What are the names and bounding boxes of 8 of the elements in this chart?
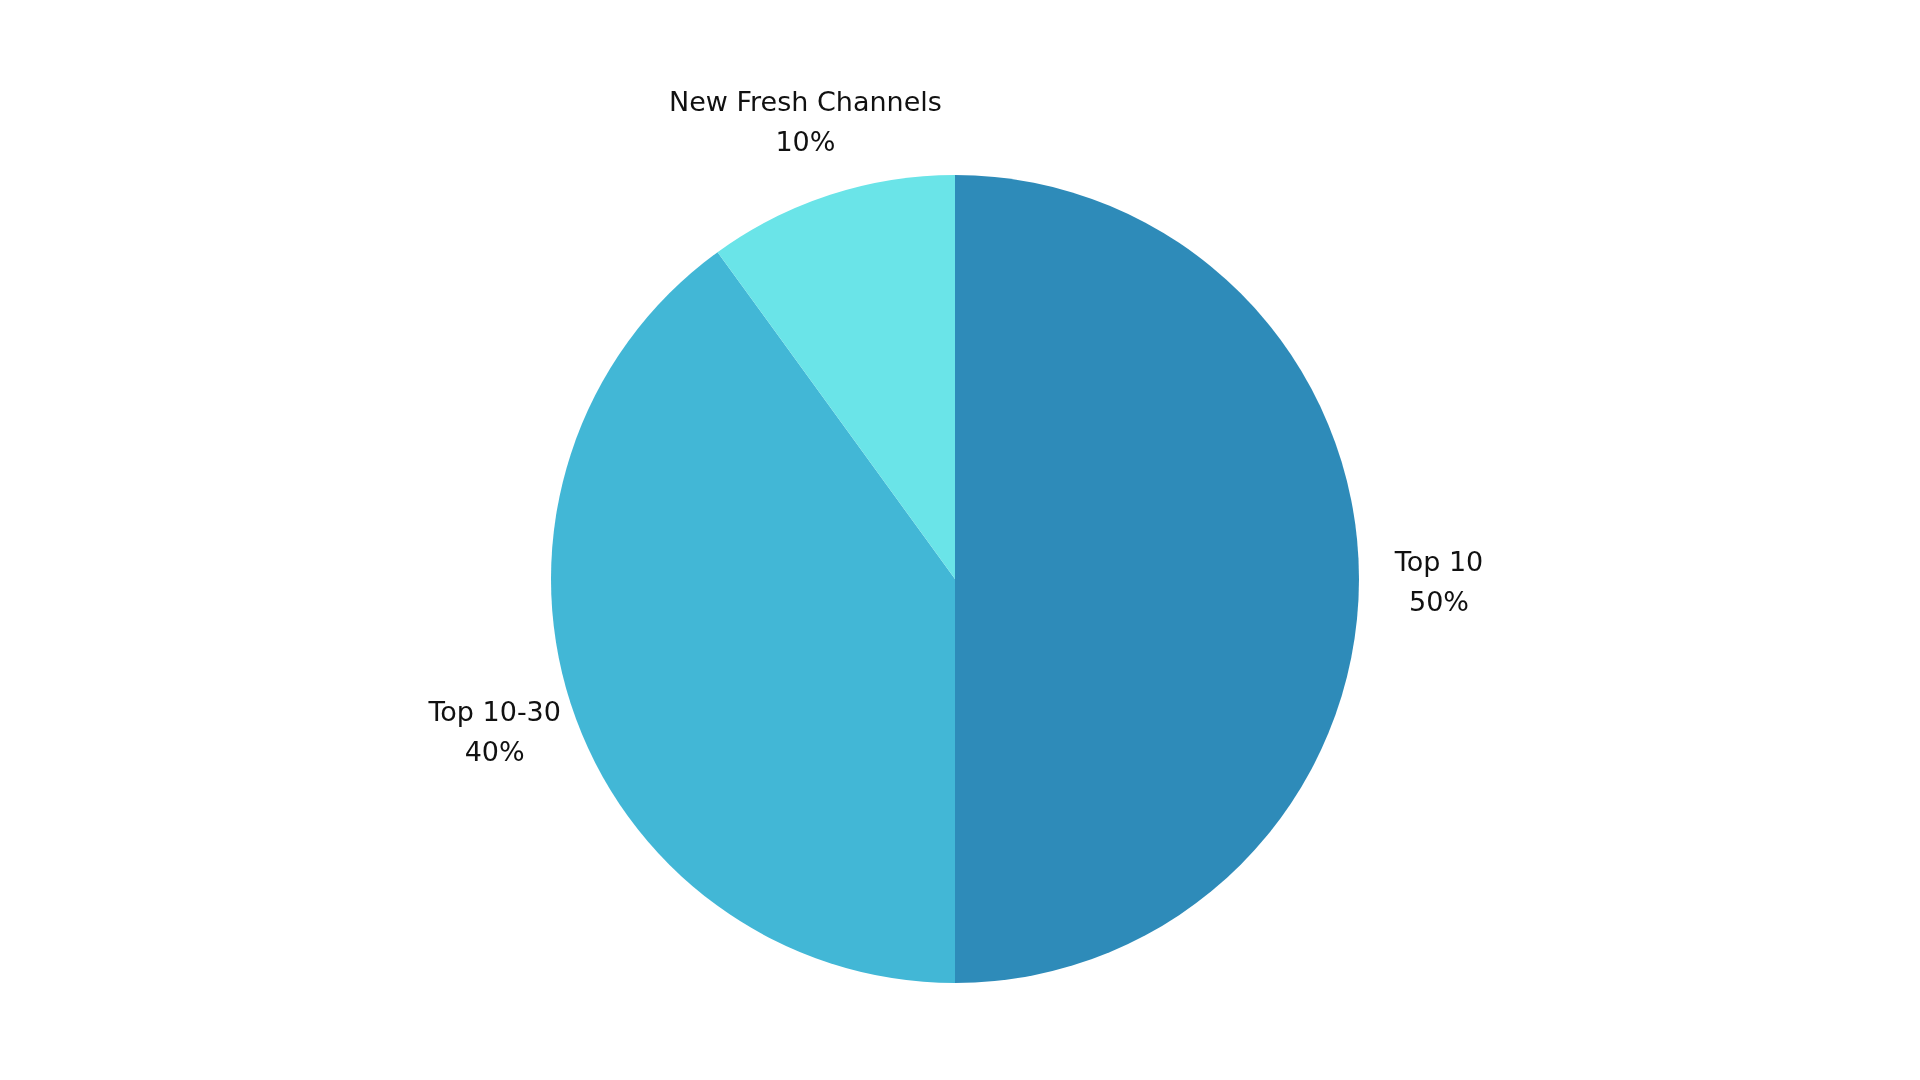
data-label: 50% [1408,586,1470,617]
pie-slice [717,175,955,579]
slice-label: Top 10-30 [427,695,561,727]
data-label: 40% [464,735,525,767]
slice-label: New Fresh Channels [669,85,942,117]
slice-label: Top 10 [1393,546,1484,577]
pie-slice [955,175,1359,983]
data-label: 10% [775,125,836,157]
